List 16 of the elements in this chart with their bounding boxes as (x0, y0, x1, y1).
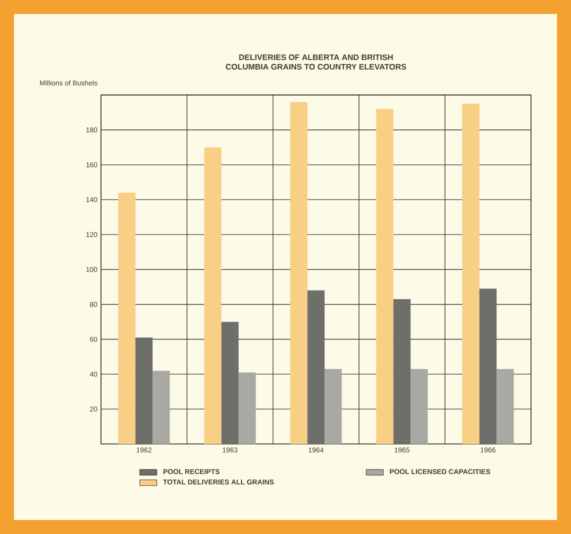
bar (410, 368, 428, 444)
bar (307, 290, 325, 444)
bar (238, 372, 256, 444)
bar (462, 104, 480, 444)
bar (152, 370, 170, 444)
bar (479, 288, 497, 444)
bar (204, 147, 222, 444)
bar (290, 102, 308, 444)
bar (376, 108, 394, 444)
bar (393, 299, 411, 444)
bar (118, 192, 136, 444)
chart-title: DELIVERIES OF ALBERTA AND BRITISH COLUMBIA GRAINS TO COUNTRY ELEVATORS (226, 54, 406, 70)
bar (324, 368, 342, 444)
bar (496, 368, 514, 444)
bar (221, 322, 239, 444)
bar (135, 338, 153, 444)
